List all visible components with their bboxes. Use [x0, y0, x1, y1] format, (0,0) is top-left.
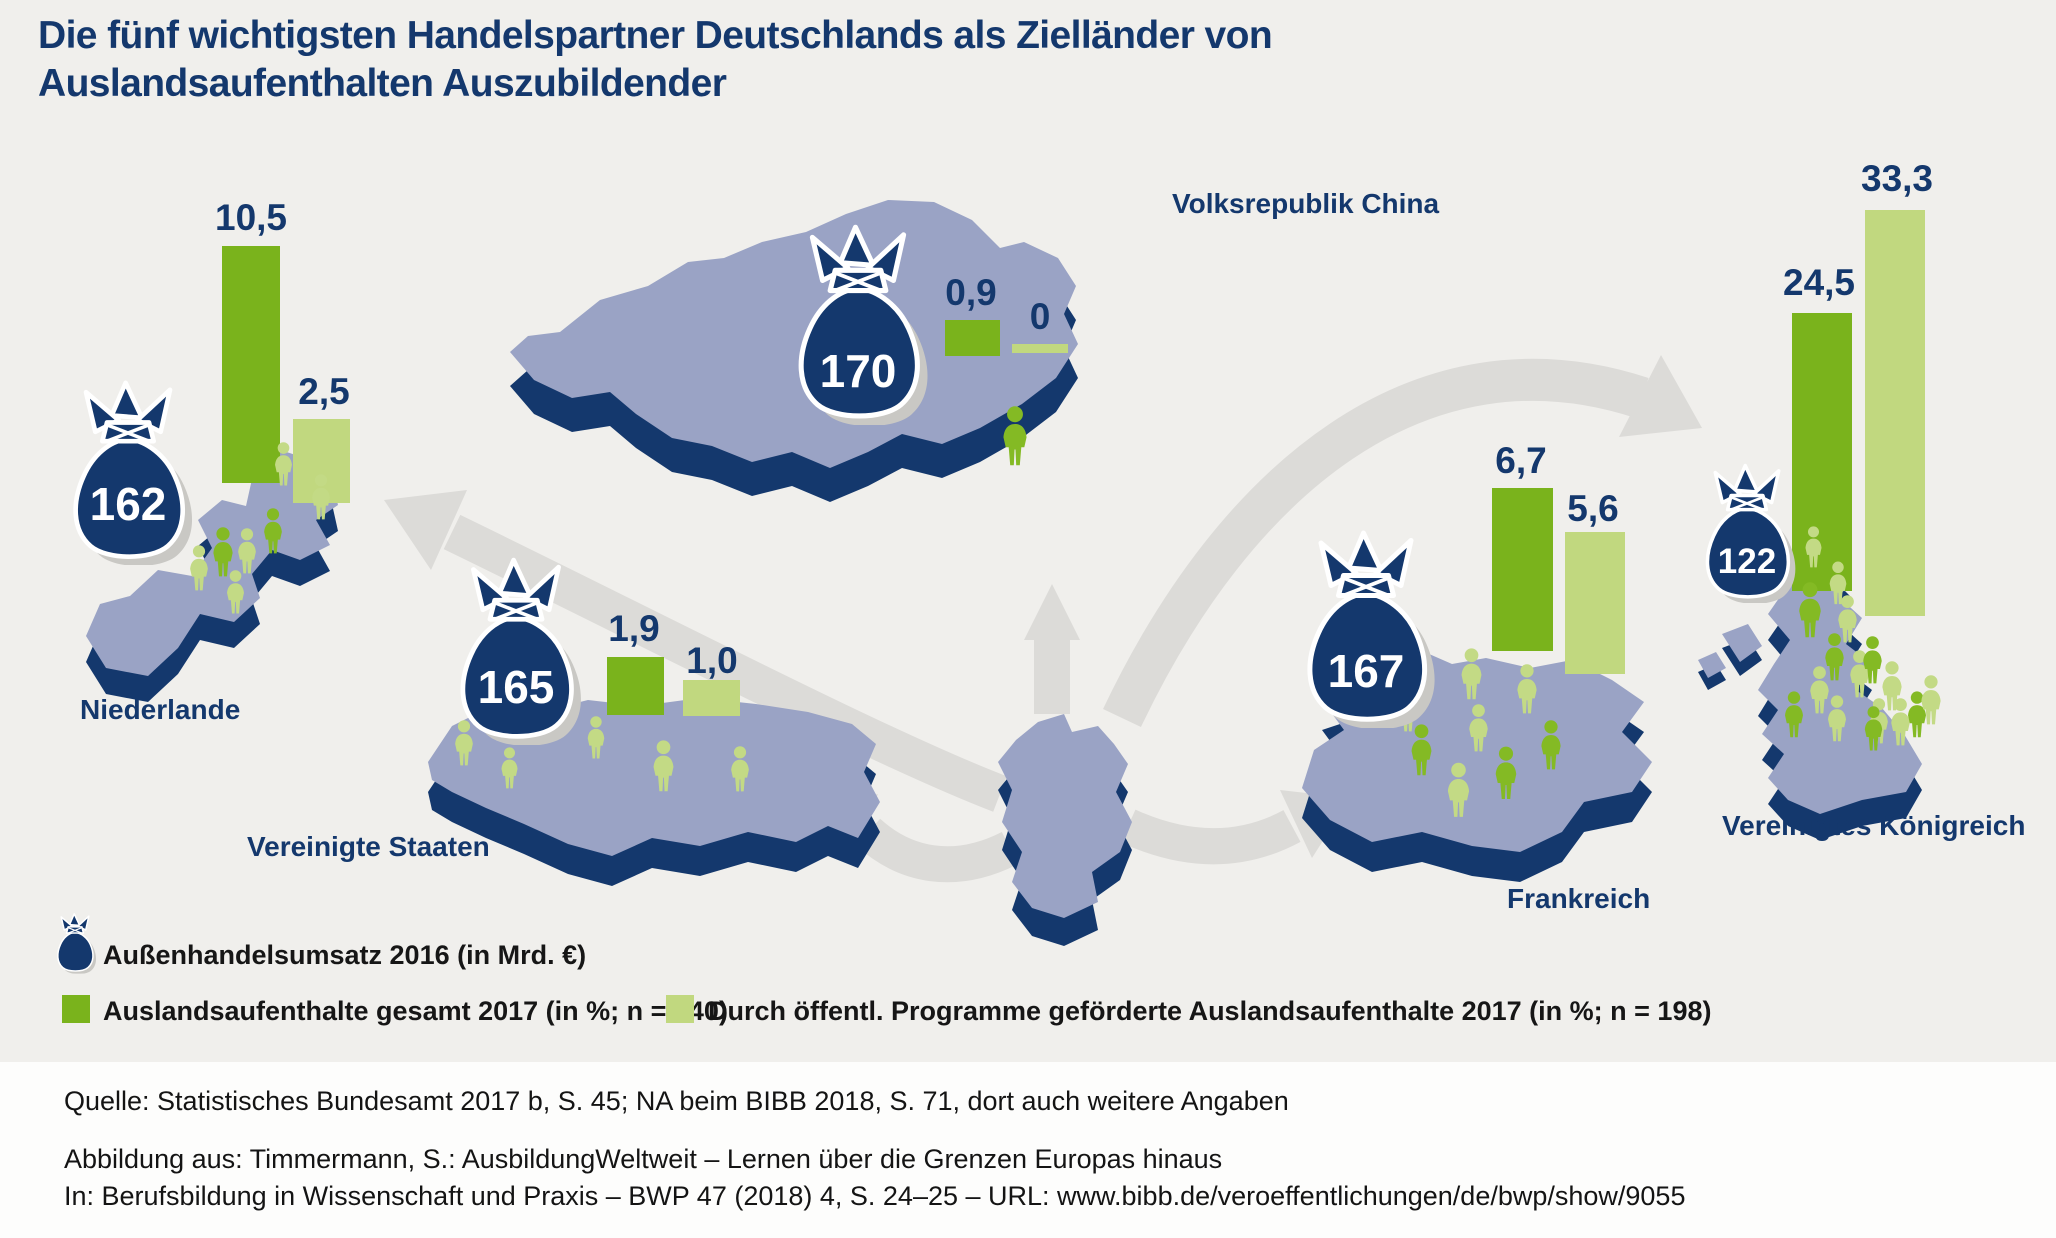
map-china — [510, 200, 1078, 502]
legend-swatch-funded — [666, 995, 694, 1023]
bar-value-total-china: 0,9 — [945, 272, 997, 313]
money-bag-frankreich — [1310, 533, 1435, 729]
bar-value-total-uk: 24,5 — [1782, 262, 1856, 303]
flight-arrow-niederlande — [384, 490, 1007, 812]
flight-arrow-uk — [1103, 355, 1702, 728]
map-deutschland — [998, 714, 1132, 946]
bar-value-funded-niederlande: 2,5 — [298, 371, 350, 412]
bar-value-total-frankreich: 6,7 — [1495, 440, 1547, 481]
bar-funded-frankreich — [1565, 532, 1625, 674]
legend-label-total: Auslandsaufenthalte gesamt 2017 (in %; n… — [103, 996, 728, 1026]
flight-arrow-china — [1024, 584, 1080, 714]
bar-total-usa — [607, 657, 664, 715]
country-label-usa: Vereinigte Staaten — [247, 831, 490, 862]
trade-value-frankreich: 167 — [1327, 645, 1405, 697]
trade-value-uk: 122 — [1717, 542, 1777, 581]
legend-swatch-total — [62, 995, 90, 1023]
bar-value-funded-frankreich: 5,6 — [1567, 488, 1619, 529]
bar-total-uk — [1792, 313, 1852, 591]
source-line-abbildung: Abbildung aus: Timmermann, S.: Ausbildun… — [64, 1144, 1223, 1174]
bar-value-total-niederlande: 10,5 — [214, 197, 288, 238]
bar-total-frankreich — [1492, 488, 1553, 651]
trade-value-usa: 165 — [477, 661, 555, 713]
legend-label-trade: Außenhandelsumsatz 2016 (in Mrd. €) — [103, 940, 587, 970]
bar-total-niederlande — [222, 246, 280, 483]
bar-value-total-usa: 1,9 — [608, 608, 660, 649]
money-bag-uk — [1705, 463, 1798, 603]
bar-value-funded-uk: 33,3 — [1860, 158, 1934, 199]
bar-funded-china — [1012, 344, 1068, 353]
bar-funded-uk — [1865, 210, 1925, 616]
bar-funded-usa — [683, 680, 740, 716]
legend-label-funded: Durch öffentl. Programme geförderte Ausl… — [708, 996, 1712, 1026]
trade-value-niederlande: 162 — [89, 478, 167, 530]
country-label-niederlande: Niederlande — [80, 694, 241, 725]
chart-title: Die fünf wichtigsten Handelspartner Deut… — [38, 14, 1273, 106]
trade-value-china: 170 — [819, 345, 897, 397]
map-uk — [1698, 550, 1922, 840]
source-panel: Quelle: Statistisches Bundesamt 2017 b, … — [0, 1062, 2056, 1238]
money-bag-niederlande — [76, 383, 192, 566]
legend-money-bag-icon — [52, 912, 98, 974]
source-line-quelle: Quelle: Statistisches Bundesamt 2017 b, … — [64, 1086, 1289, 1116]
country-label-uk: Vereinigtes Königreich — [1722, 810, 2026, 841]
bar-value-funded-china: 0 — [1029, 296, 1051, 337]
source-line-in: In: Berufsbildung in Wissenschaft und Pr… — [64, 1181, 1686, 1211]
bar-value-funded-usa: 1,0 — [686, 640, 738, 681]
bar-total-china — [945, 320, 1000, 356]
country-label-china: Volksrepublik China — [1172, 188, 1440, 219]
country-label-frankreich: Frankreich — [1507, 883, 1651, 914]
